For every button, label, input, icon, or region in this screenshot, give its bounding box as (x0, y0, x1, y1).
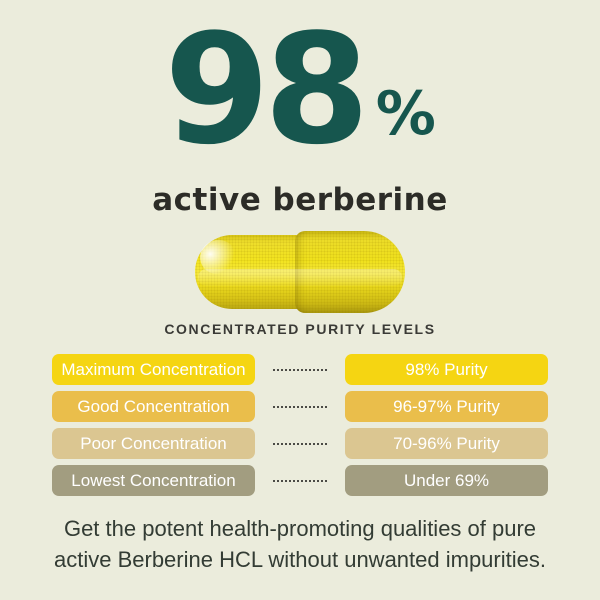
capsule-highlight-band (198, 268, 402, 286)
purity-table-row: Maximum Concentration 98% Purity (52, 354, 548, 385)
concentration-pill: Lowest Concentration (52, 465, 255, 496)
footer-line-2: active Berberine HCL without unwanted im… (54, 547, 546, 572)
headline-98-percent: 98 % (0, 14, 600, 166)
purity-pill: 70-96% Purity (345, 428, 548, 459)
purity-table-row: Good Concentration 96-97% Purity (52, 391, 548, 422)
purity-pill: 96-97% Purity (345, 391, 548, 422)
purity-label: 98% Purity (405, 359, 488, 379)
percent-sign: % (375, 79, 436, 149)
concentration-label: Maximum Concentration (61, 359, 246, 379)
purity-pill: Under 69% (345, 465, 548, 496)
headline-subtitle: active berberine (152, 182, 448, 218)
purity-label: 70-96% Purity (393, 433, 500, 453)
purity-pill: 98% Purity (345, 354, 548, 385)
dotted-connector (273, 368, 327, 371)
dotted-connector (273, 405, 327, 408)
section-title: CONCENTRATED PURITY LEVELS (164, 321, 436, 337)
dotted-connector (273, 442, 327, 445)
capsule-cap-half (295, 231, 405, 313)
dotted-connector (273, 479, 327, 482)
purity-table-row: Lowest Concentration Under 69% (52, 465, 548, 496)
concentration-pill: Good Concentration (52, 391, 255, 422)
purity-table: Maximum Concentration 98% Purity Good Co… (52, 354, 548, 496)
concentration-label: Lowest Concentration (71, 470, 236, 490)
footer-line-1: Get the potent health-promoting qualitie… (63, 516, 537, 541)
purity-table-row: Poor Concentration 70-96% Purity (52, 428, 548, 459)
concentration-label: Good Concentration (77, 396, 230, 416)
headline-number: 98 (164, 1, 370, 178)
concentration-pill: Poor Concentration (52, 428, 255, 459)
capsule-icon (195, 231, 405, 313)
purity-label: 96-97% Purity (393, 396, 500, 416)
concentration-pill: Maximum Concentration (52, 354, 255, 385)
purity-label: Under 69% (403, 470, 490, 490)
footer-text: Get the potent health-promoting qualitie… (0, 513, 600, 575)
concentration-label: Poor Concentration (80, 433, 227, 453)
